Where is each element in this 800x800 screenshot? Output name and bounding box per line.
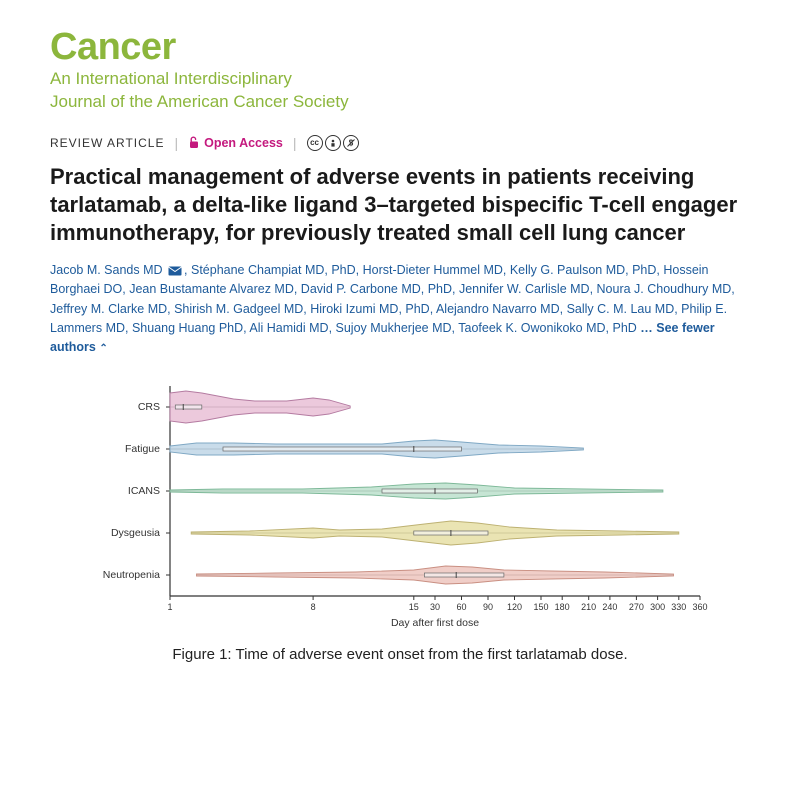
svg-text:Day after first dose: Day after first dose [391,617,479,629]
by-icon [325,135,341,151]
journal-title: Cancer [50,28,750,66]
open-access-label: Open Access [204,136,283,150]
svg-text:270: 270 [629,602,644,612]
meta-divider: | [174,135,178,151]
svg-text:ICANS: ICANS [128,485,160,497]
svg-text:Neutropenia: Neutropenia [103,569,160,581]
nc-icon: $ [343,135,359,151]
chevron-up-icon: ⌃ [99,343,107,354]
meta-divider-2: | [293,135,297,151]
svg-text:360: 360 [692,602,707,612]
svg-text:240: 240 [602,602,617,612]
svg-text:180: 180 [555,602,570,612]
unlock-icon [188,136,200,149]
svg-text:120: 120 [507,602,522,612]
violin-chart: 1 8 15 30 60 90 120 150 180 210 240 270 300 330 360 Day… [80,376,720,636]
svg-text:60: 60 [456,602,466,612]
authors-list: Jacob M. Sands MD , Stéphane Champiat MD… [50,261,750,358]
svg-text:30: 30 [430,602,440,612]
svg-text:Dysgeusia: Dysgeusia [111,527,160,539]
svg-text:CRS: CRS [138,401,160,413]
svg-text:90: 90 [483,602,493,612]
svg-text:210: 210 [581,602,596,612]
svg-text:1: 1 [167,602,172,612]
journal-header: Cancer An International Interdisciplinar… [50,28,750,113]
author-first[interactable]: Jacob M. Sands MD [50,263,163,277]
journal-subtitle-2: Journal of the American Cancer Society [50,91,750,112]
cc-badges: cc $ [307,135,359,151]
svg-text:300: 300 [650,602,665,612]
journal-subtitle-1: An International Interdisciplinary [50,68,750,89]
svg-text:330: 330 [671,602,686,612]
svg-text:8: 8 [311,602,316,612]
article-type: REVIEW ARTICLE [50,136,164,150]
article-title: Practical management of adverse events i… [50,163,750,247]
figure-caption: Figure 1: Time of adverse event onset fr… [50,646,750,663]
cc-icon: cc [307,135,323,151]
article-meta-row: REVIEW ARTICLE | Open Access | cc $ [50,135,750,151]
svg-text:150: 150 [533,602,548,612]
open-access-badge[interactable]: Open Access [188,136,283,150]
mail-icon[interactable] [168,266,182,276]
svg-text:15: 15 [409,602,419,612]
figure-1: 1 8 15 30 60 90 120 150 180 210 240 270 300 330 360 Day… [50,376,750,636]
svg-text:Fatigue: Fatigue [125,443,160,455]
